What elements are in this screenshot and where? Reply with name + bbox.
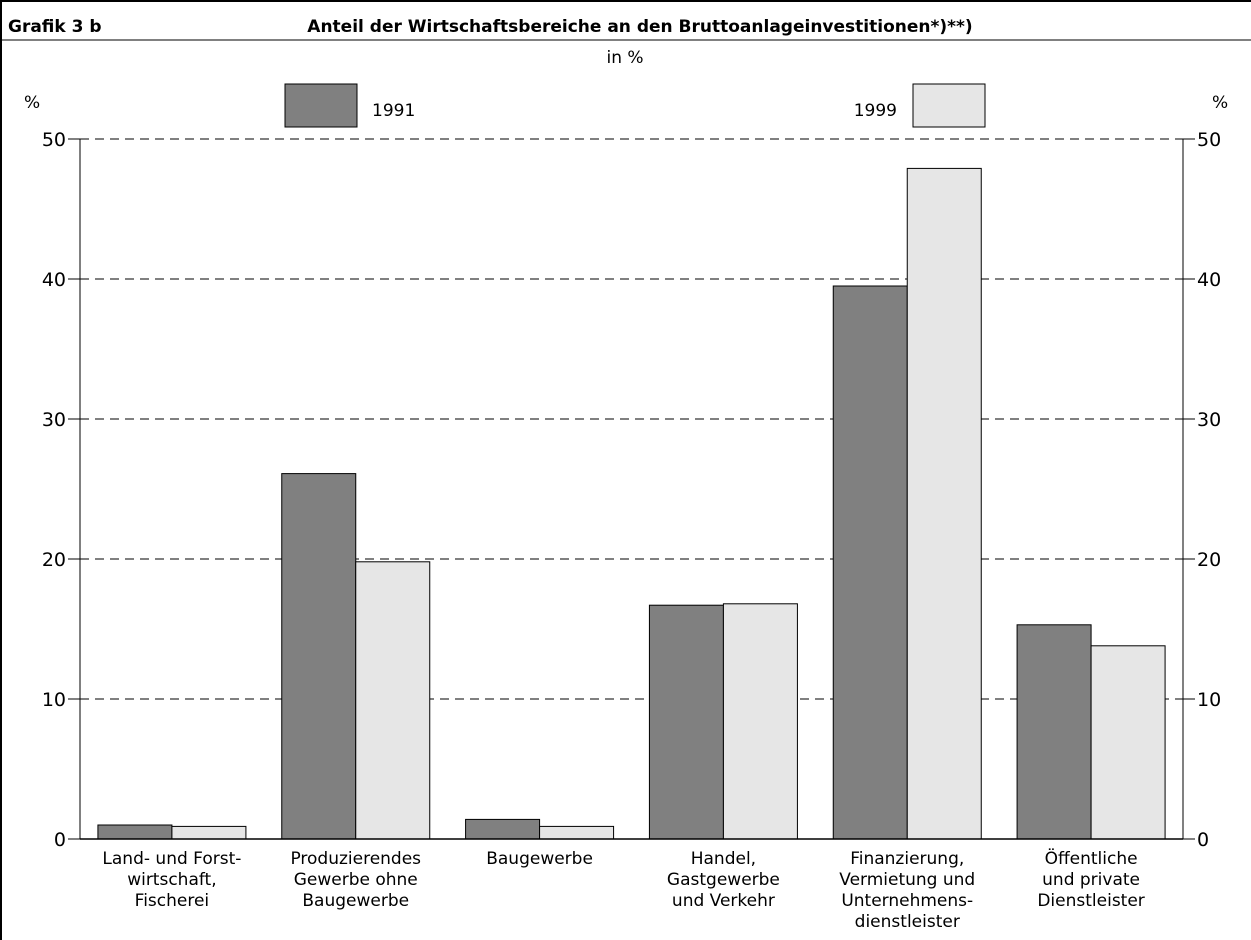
category-label-line: Handel, <box>691 849 756 869</box>
category-label-2: Baugewerbe <box>486 849 593 869</box>
category-label-line: und private <box>1042 870 1140 890</box>
category-label-line: und Verkehr <box>672 891 775 911</box>
y-tick-label-left-30: 30 <box>42 409 66 431</box>
bar-1991-2 <box>465 818 541 840</box>
category-label-5: Öffentliche und private Dienstleister <box>1037 847 1144 911</box>
bar-1991-3 <box>648 604 724 840</box>
category-label-line: Produzierendes <box>290 849 421 869</box>
legend-swatch-1999 <box>912 83 986 128</box>
category-label-line: Öffentliche <box>1045 847 1138 869</box>
category-label-line: Unternehmens- <box>841 891 973 911</box>
category-label-line: Dienstleister <box>1037 891 1144 911</box>
y-axis-unit-right: % <box>1212 93 1228 113</box>
category-label-line: Gastgewerbe <box>667 870 780 890</box>
category-label-line: Gewerbe ohne <box>294 870 418 890</box>
category-label-line: wirtschaft, <box>127 870 216 890</box>
y-tick-label-left-10: 10 <box>42 689 66 711</box>
gridlines <box>80 138 1183 700</box>
bar-1999-0 <box>171 825 247 840</box>
category-label-4: Finanzierung, Vermietung und Unternehmens-… <box>839 849 975 932</box>
legend-swatch-1991 <box>284 83 358 128</box>
axes: 0 0 10 10 20 20 30 30 40 40 50 50 <box>42 129 1221 851</box>
y-tick-label-right-10: 10 <box>1197 689 1221 711</box>
category-label-line: Baugewerbe <box>302 891 409 911</box>
chart-subtitle: in % <box>606 48 643 68</box>
category-label-0: Land- und Forst-wirtschaft, Fischerei <box>102 849 241 911</box>
bar-1999-4 <box>906 167 982 840</box>
category-label-line: Finanzierung, <box>850 849 964 869</box>
y-tick-label-left-20: 20 <box>42 549 66 571</box>
category-label-line: Vermietung und <box>839 870 975 890</box>
bar-1999-3 <box>722 603 798 840</box>
legend: 1991 1999 <box>284 83 986 128</box>
y-tick-label-left-50: 50 <box>42 129 66 151</box>
y-tick-label-right-30: 30 <box>1197 409 1221 431</box>
category-label-3: Handel, Gastgewerbe und Verkehr <box>667 849 780 911</box>
bar-1999-1 <box>355 561 431 840</box>
y-tick-label-left-0: 0 <box>54 829 66 851</box>
category-label-line: Baugewerbe <box>486 849 593 869</box>
bars <box>97 167 1166 840</box>
chart-title: Anteil der Wirtschaftsbereiche an den Br… <box>307 17 972 37</box>
bar-1991-4 <box>832 285 908 840</box>
bar-1999-2 <box>539 825 615 840</box>
bar-1991-1 <box>281 473 357 840</box>
y-tick-label-right-40: 40 <box>1197 269 1221 291</box>
category-label-1: Produzierendes Gewerbe ohne Baugewerbe <box>290 849 421 911</box>
bar-1991-5 <box>1016 624 1092 840</box>
y-tick-label-left-40: 40 <box>42 269 66 291</box>
y-axis-unit-left: % <box>24 93 40 113</box>
category-label-line: Land- und Forst- <box>102 849 241 869</box>
category-label-line: Fischerei <box>135 891 210 911</box>
legend-label-1999: 1999 <box>854 101 897 121</box>
category-labels: Land- und Forst-wirtschaft, Fischerei Prod… <box>102 847 1144 932</box>
figure-label: Grafik 3 b <box>8 17 102 37</box>
y-tick-label-right-20: 20 <box>1197 549 1221 571</box>
y-tick-label-right-0: 0 <box>1197 829 1209 851</box>
legend-label-1991: 1991 <box>372 101 415 121</box>
bar-1999-5 <box>1090 645 1166 840</box>
bar-1991-0 <box>97 824 173 840</box>
y-tick-label-right-50: 50 <box>1197 129 1221 151</box>
category-label-line: dienstleister <box>855 912 960 932</box>
